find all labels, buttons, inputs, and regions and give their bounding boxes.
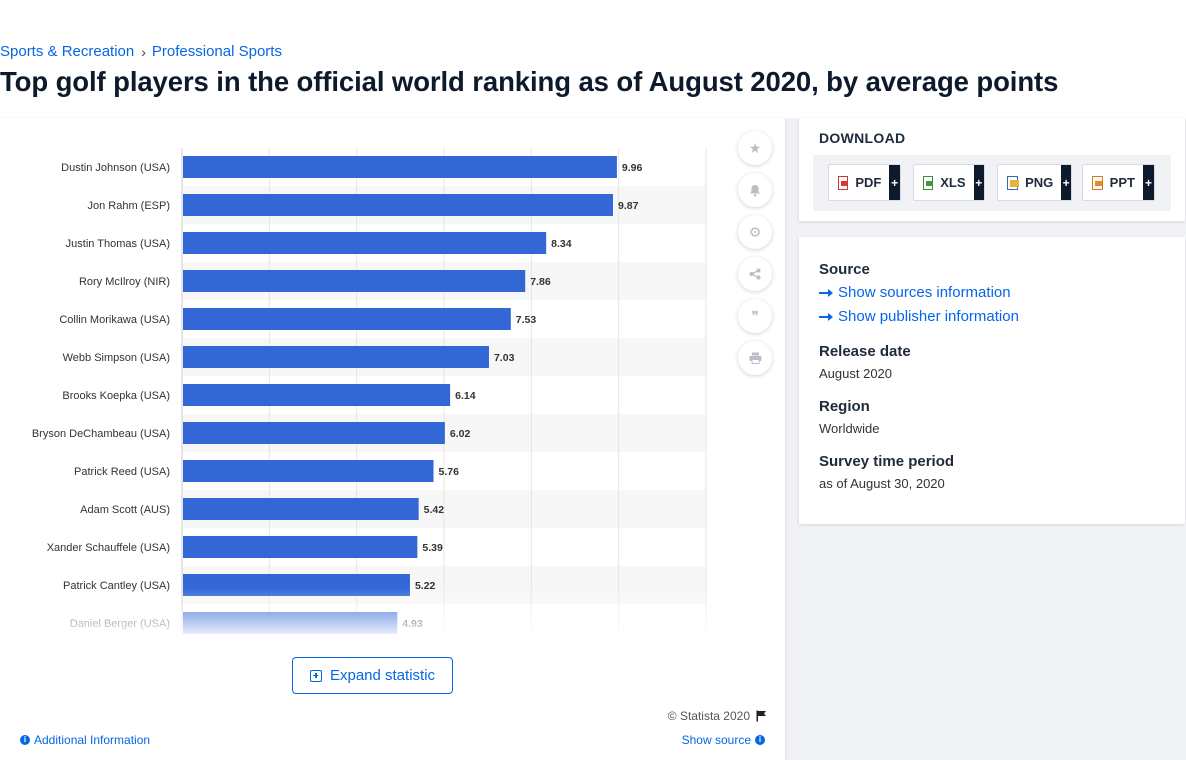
bar xyxy=(183,574,410,596)
show-sources-link[interactable]: Show sources information xyxy=(819,284,1011,301)
gear-icon[interactable]: ⚙ xyxy=(738,215,772,249)
plus-icon: + xyxy=(1061,165,1071,200)
release-date-heading: Release date xyxy=(819,343,911,360)
data-label: 7.86 xyxy=(530,276,551,288)
share-icon[interactable] xyxy=(738,257,772,291)
breadcrumb-item-professional-sports[interactable]: Professional Sports xyxy=(151,43,282,60)
y-tick-label: Xander Schauffele (USA) xyxy=(47,542,170,554)
bar-chart: Dustin Johnson (USA) 9.96 Jon Rahm (ESP) 9.… xyxy=(32,148,707,638)
bar xyxy=(183,156,617,178)
bar xyxy=(183,346,489,368)
bar xyxy=(183,384,451,406)
show-publisher-link[interactable]: Show publisher information xyxy=(819,308,1019,325)
flag-icon[interactable] xyxy=(756,710,767,722)
y-tick-label: Justin Thomas (USA) xyxy=(66,238,170,250)
download-panel: DOWNLOAD PDF + XLS + PNG + PPT + xyxy=(799,118,1185,221)
survey-period-value: as of August 30, 2020 xyxy=(819,476,945,491)
data-label: 7.53 xyxy=(516,314,537,326)
ppt-file-icon xyxy=(1092,175,1103,190)
plus-icon: + xyxy=(973,165,984,200)
data-label: 9.87 xyxy=(618,200,639,212)
expand-statistic-button[interactable]: Expand statistic xyxy=(292,657,453,694)
print-icon[interactable] xyxy=(738,341,772,375)
additional-information-label: Additional Information xyxy=(34,733,151,747)
y-tick-label: Jon Rahm (ESP) xyxy=(87,200,170,212)
pdf-file-icon xyxy=(838,175,849,190)
bell-icon[interactable] xyxy=(738,173,772,207)
show-source-link[interactable]: Show source i xyxy=(682,733,765,747)
bar xyxy=(183,308,511,330)
plus-icon: + xyxy=(1142,165,1154,200)
y-tick-label: Patrick Reed (USA) xyxy=(74,466,170,478)
download-pdf-button[interactable]: PDF + xyxy=(828,164,901,201)
download-buttons: PDF + XLS + PNG + PPT + xyxy=(813,155,1171,211)
data-label: 9.96 xyxy=(622,162,643,174)
bar xyxy=(183,612,398,634)
data-label: 5.39 xyxy=(422,542,443,554)
download-pdf-label: PDF xyxy=(855,175,882,190)
copyright: © Statista 2020 xyxy=(668,709,767,723)
expand-icon xyxy=(309,669,322,682)
arrow-right-icon xyxy=(819,288,833,297)
plus-icon: + xyxy=(889,165,900,200)
header: Sports & Recreation › Professional Sport… xyxy=(0,0,1186,118)
y-tick-label: Webb Simpson (USA) xyxy=(63,352,170,364)
show-source-label: Show source xyxy=(681,733,751,747)
y-tick-label: Rory McIlroy (NIR) xyxy=(79,276,170,288)
download-ppt-label: PPT xyxy=(1109,175,1135,190)
download-xls-button[interactable]: XLS + xyxy=(913,164,985,201)
survey-period-heading: Survey time period xyxy=(819,453,955,470)
data-label: 5.76 xyxy=(439,466,460,478)
y-tick-label: Daniel Berger (USA) xyxy=(70,618,170,630)
bar xyxy=(183,194,613,216)
data-label: 4.93 xyxy=(402,618,423,630)
data-label: 6.02 xyxy=(450,428,471,440)
y-tick-label: Collin Morikawa (USA) xyxy=(59,314,170,326)
xls-file-icon xyxy=(923,175,934,190)
y-tick-label: Patrick Cantley (USA) xyxy=(63,580,170,592)
chart-toolbar: ★ ⚙ ❞ xyxy=(738,131,772,383)
source-heading: Source xyxy=(819,261,870,278)
statistic-details: Source Show sources information Show pub… xyxy=(799,237,1185,524)
info-icon: i xyxy=(20,735,30,745)
breadcrumb: Sports & Recreation › Professional Sport… xyxy=(0,43,282,60)
expand-statistic-label: Expand statistic xyxy=(329,667,436,684)
arrow-right-icon xyxy=(819,312,833,321)
additional-information-link[interactable]: i Additional Information xyxy=(20,733,150,747)
release-date-value: August 2020 xyxy=(819,366,893,381)
data-label: 5.42 xyxy=(424,504,445,516)
breadcrumb-item-sports-recreation[interactable]: Sports & Recreation xyxy=(0,43,135,60)
show-publisher-label: Show publisher information xyxy=(838,308,1019,325)
y-tick-label: Dustin Johnson (USA) xyxy=(61,162,170,174)
bar xyxy=(183,536,418,558)
download-xls-label: XLS xyxy=(940,175,966,190)
copyright-text: © Statista 2020 xyxy=(667,709,750,723)
download-title: DOWNLOAD xyxy=(819,130,906,146)
data-label: 7.03 xyxy=(494,352,515,364)
y-tick-label: Adam Scott (AUS) xyxy=(80,504,170,516)
chart-card: Dustin Johnson (USA) 9.96 Jon Rahm (ESP) 9.… xyxy=(0,118,785,760)
bar xyxy=(183,498,419,520)
data-label: 5.22 xyxy=(415,580,436,592)
region-heading: Region xyxy=(819,398,870,415)
download-png-label: PNG xyxy=(1025,175,1054,190)
star-icon[interactable]: ★ xyxy=(738,131,772,165)
region-value: Worldwide xyxy=(819,421,880,436)
bar xyxy=(183,232,547,254)
download-png-button[interactable]: PNG + xyxy=(997,164,1072,201)
page-title: Top golf players in the official world r… xyxy=(0,66,1059,97)
png-file-icon xyxy=(1007,175,1020,190)
data-label: 6.14 xyxy=(455,390,476,402)
breadcrumb-separator: › xyxy=(141,43,146,60)
show-sources-label: Show sources information xyxy=(838,284,1011,301)
download-ppt-button[interactable]: PPT + xyxy=(1082,164,1155,201)
bar xyxy=(183,422,445,444)
y-tick-label: Brooks Koepka (USA) xyxy=(62,390,170,402)
bar xyxy=(183,270,526,292)
info-icon: i xyxy=(755,735,765,745)
data-label: 8.34 xyxy=(551,238,572,250)
quote-icon[interactable]: ❞ xyxy=(738,299,772,333)
y-tick-label: Bryson DeChambeau (USA) xyxy=(32,428,170,440)
bar xyxy=(183,460,434,482)
